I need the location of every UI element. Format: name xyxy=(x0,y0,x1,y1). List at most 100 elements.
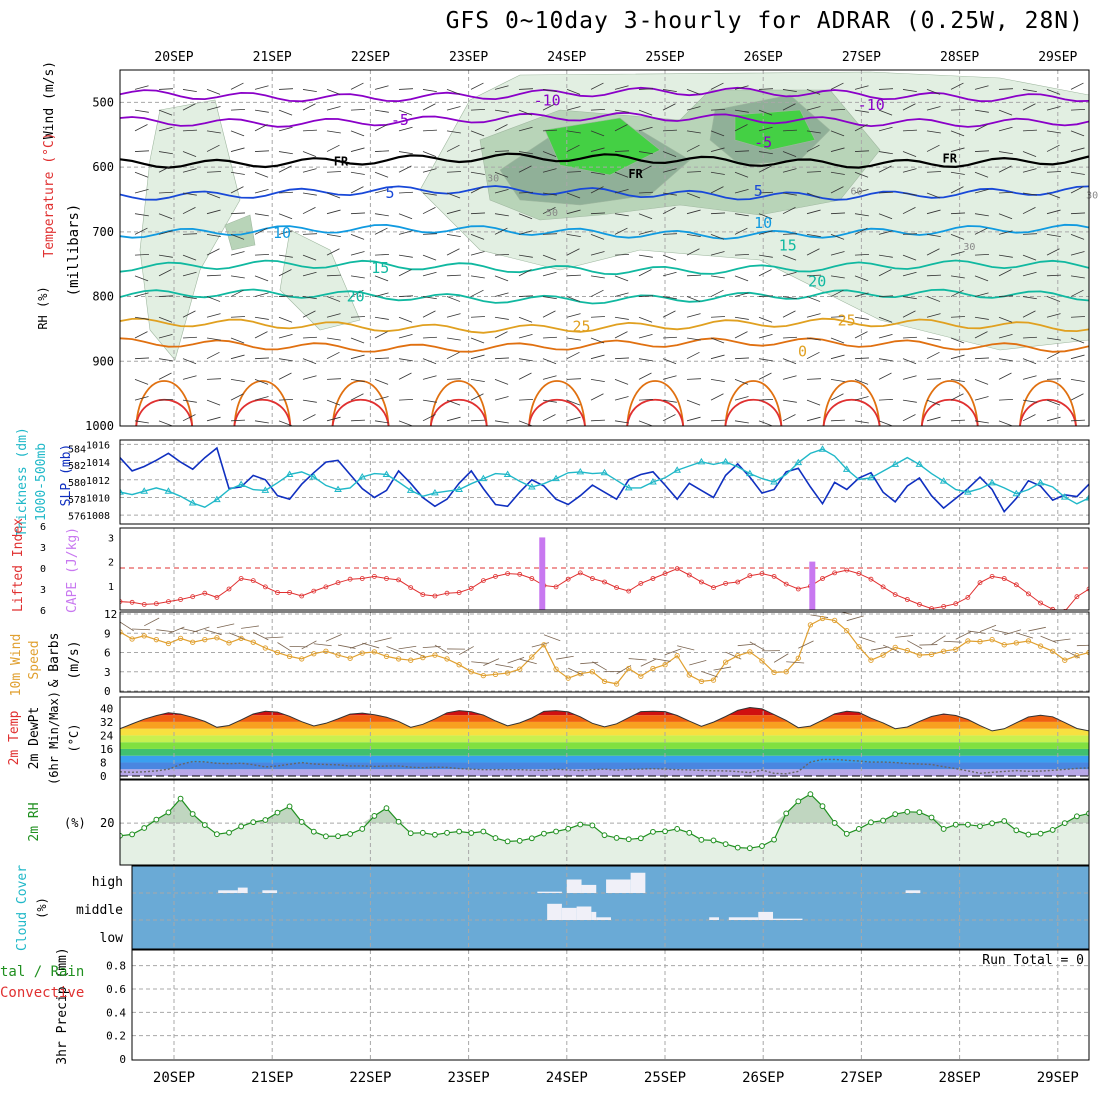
wind-barb xyxy=(830,337,845,344)
wind-barb xyxy=(782,271,797,277)
date-label-bottom: 24SEP xyxy=(546,1070,588,1086)
wind-barb xyxy=(710,108,726,111)
wind-barb xyxy=(542,296,557,300)
lifted-index-point xyxy=(795,586,801,592)
rh-point xyxy=(855,826,862,832)
wind-barb xyxy=(350,82,364,90)
wind-barb xyxy=(182,254,197,261)
wind-barb xyxy=(398,420,413,426)
wind-barb xyxy=(782,206,796,215)
thickness-marker xyxy=(576,467,585,475)
pressure-tick-label: 800 xyxy=(92,290,114,304)
wind-barb xyxy=(230,130,245,137)
wind-barb xyxy=(182,168,197,173)
wind-barb xyxy=(758,295,774,297)
wind-barb xyxy=(806,209,821,215)
wind-barb xyxy=(638,295,654,297)
axis-title: RH (%) xyxy=(36,286,50,329)
wind-barb xyxy=(758,358,773,362)
wind-barb xyxy=(926,106,941,111)
wind-barb xyxy=(758,420,773,426)
thickness-marker xyxy=(120,488,124,495)
wind-barb xyxy=(1046,416,1061,422)
rh-point xyxy=(516,837,523,844)
surface-wind-barb xyxy=(337,644,356,649)
cloud-cell xyxy=(581,884,597,893)
wind-barb xyxy=(446,130,461,134)
wind-speed-point xyxy=(420,654,426,661)
wind-barb xyxy=(902,310,916,318)
isotherm-label: FR xyxy=(628,167,643,181)
wind-barb xyxy=(782,296,797,300)
wind-barb xyxy=(350,419,366,422)
wind-barb xyxy=(686,248,700,256)
wind-barb xyxy=(854,171,869,178)
lifted-index-point xyxy=(384,576,389,581)
isotherm-label: 20 xyxy=(808,273,826,291)
wind-barb xyxy=(134,85,149,90)
wind-speed-point xyxy=(1013,640,1019,646)
wind-barb xyxy=(230,393,244,401)
wind-barb xyxy=(686,296,701,302)
wind-barb xyxy=(278,269,292,277)
wind-barb xyxy=(590,171,605,175)
date-label-bottom: 22SEP xyxy=(349,1070,391,1086)
wind-barb xyxy=(686,106,701,111)
wind-barb xyxy=(1022,192,1037,196)
wind-barb xyxy=(542,233,558,235)
wind-speed-point xyxy=(408,657,414,663)
surface-wind-barb xyxy=(895,635,914,638)
wind-barb xyxy=(566,209,581,215)
wind-barb xyxy=(158,316,173,323)
cloud-cell xyxy=(773,918,803,920)
wind-barb xyxy=(878,88,894,90)
thickness-marker xyxy=(164,487,173,494)
axis-title: 10m Wind xyxy=(9,634,24,697)
surface-wind-barb xyxy=(253,631,269,641)
rh-point xyxy=(1013,827,1020,834)
wind-barb xyxy=(518,254,533,258)
wind-barb xyxy=(422,254,437,261)
wind-barb xyxy=(614,227,628,235)
surface-wind-barb xyxy=(228,632,246,640)
thickness-marker xyxy=(988,478,996,486)
wind-barb xyxy=(974,275,989,282)
wind-barb xyxy=(590,186,604,194)
wind-barb xyxy=(206,378,222,380)
wind-barb xyxy=(398,333,413,339)
wind-barb xyxy=(158,230,173,235)
wind-barb xyxy=(734,316,749,320)
wind-speed-point xyxy=(710,677,717,683)
wind-speed-point xyxy=(335,652,341,658)
wind-barb xyxy=(326,89,341,95)
wind-barb xyxy=(542,375,557,380)
thickness-marker xyxy=(527,483,536,490)
wind-barb xyxy=(686,351,700,360)
wind-barb xyxy=(854,316,869,320)
wind-barb xyxy=(926,351,940,360)
wind-barb xyxy=(974,171,989,178)
surface-wind-barb xyxy=(471,661,490,664)
wind-barb xyxy=(470,82,484,90)
lifted-index-point xyxy=(783,581,789,587)
wind-barb xyxy=(878,269,892,277)
wind-barb xyxy=(1046,248,1060,256)
wind-barb xyxy=(494,275,509,282)
wind-barb xyxy=(350,234,365,240)
wind-barb xyxy=(326,378,342,380)
wind-barb xyxy=(158,213,173,220)
axis-title: 2m Temp xyxy=(7,710,22,765)
wind-barb xyxy=(998,88,1014,90)
lifted-index-point xyxy=(371,574,377,579)
isotherm-label: 10 xyxy=(754,214,772,232)
wind-barb xyxy=(446,234,461,237)
wind-barb xyxy=(782,358,797,365)
thickness-marker xyxy=(261,486,270,493)
wind-barb xyxy=(230,108,246,111)
wind-barb xyxy=(374,124,388,132)
wind-barb xyxy=(182,129,198,132)
wind-barb xyxy=(254,331,268,339)
wind-barb xyxy=(470,130,485,137)
wind-barb xyxy=(878,109,893,116)
rh-point xyxy=(892,811,899,818)
